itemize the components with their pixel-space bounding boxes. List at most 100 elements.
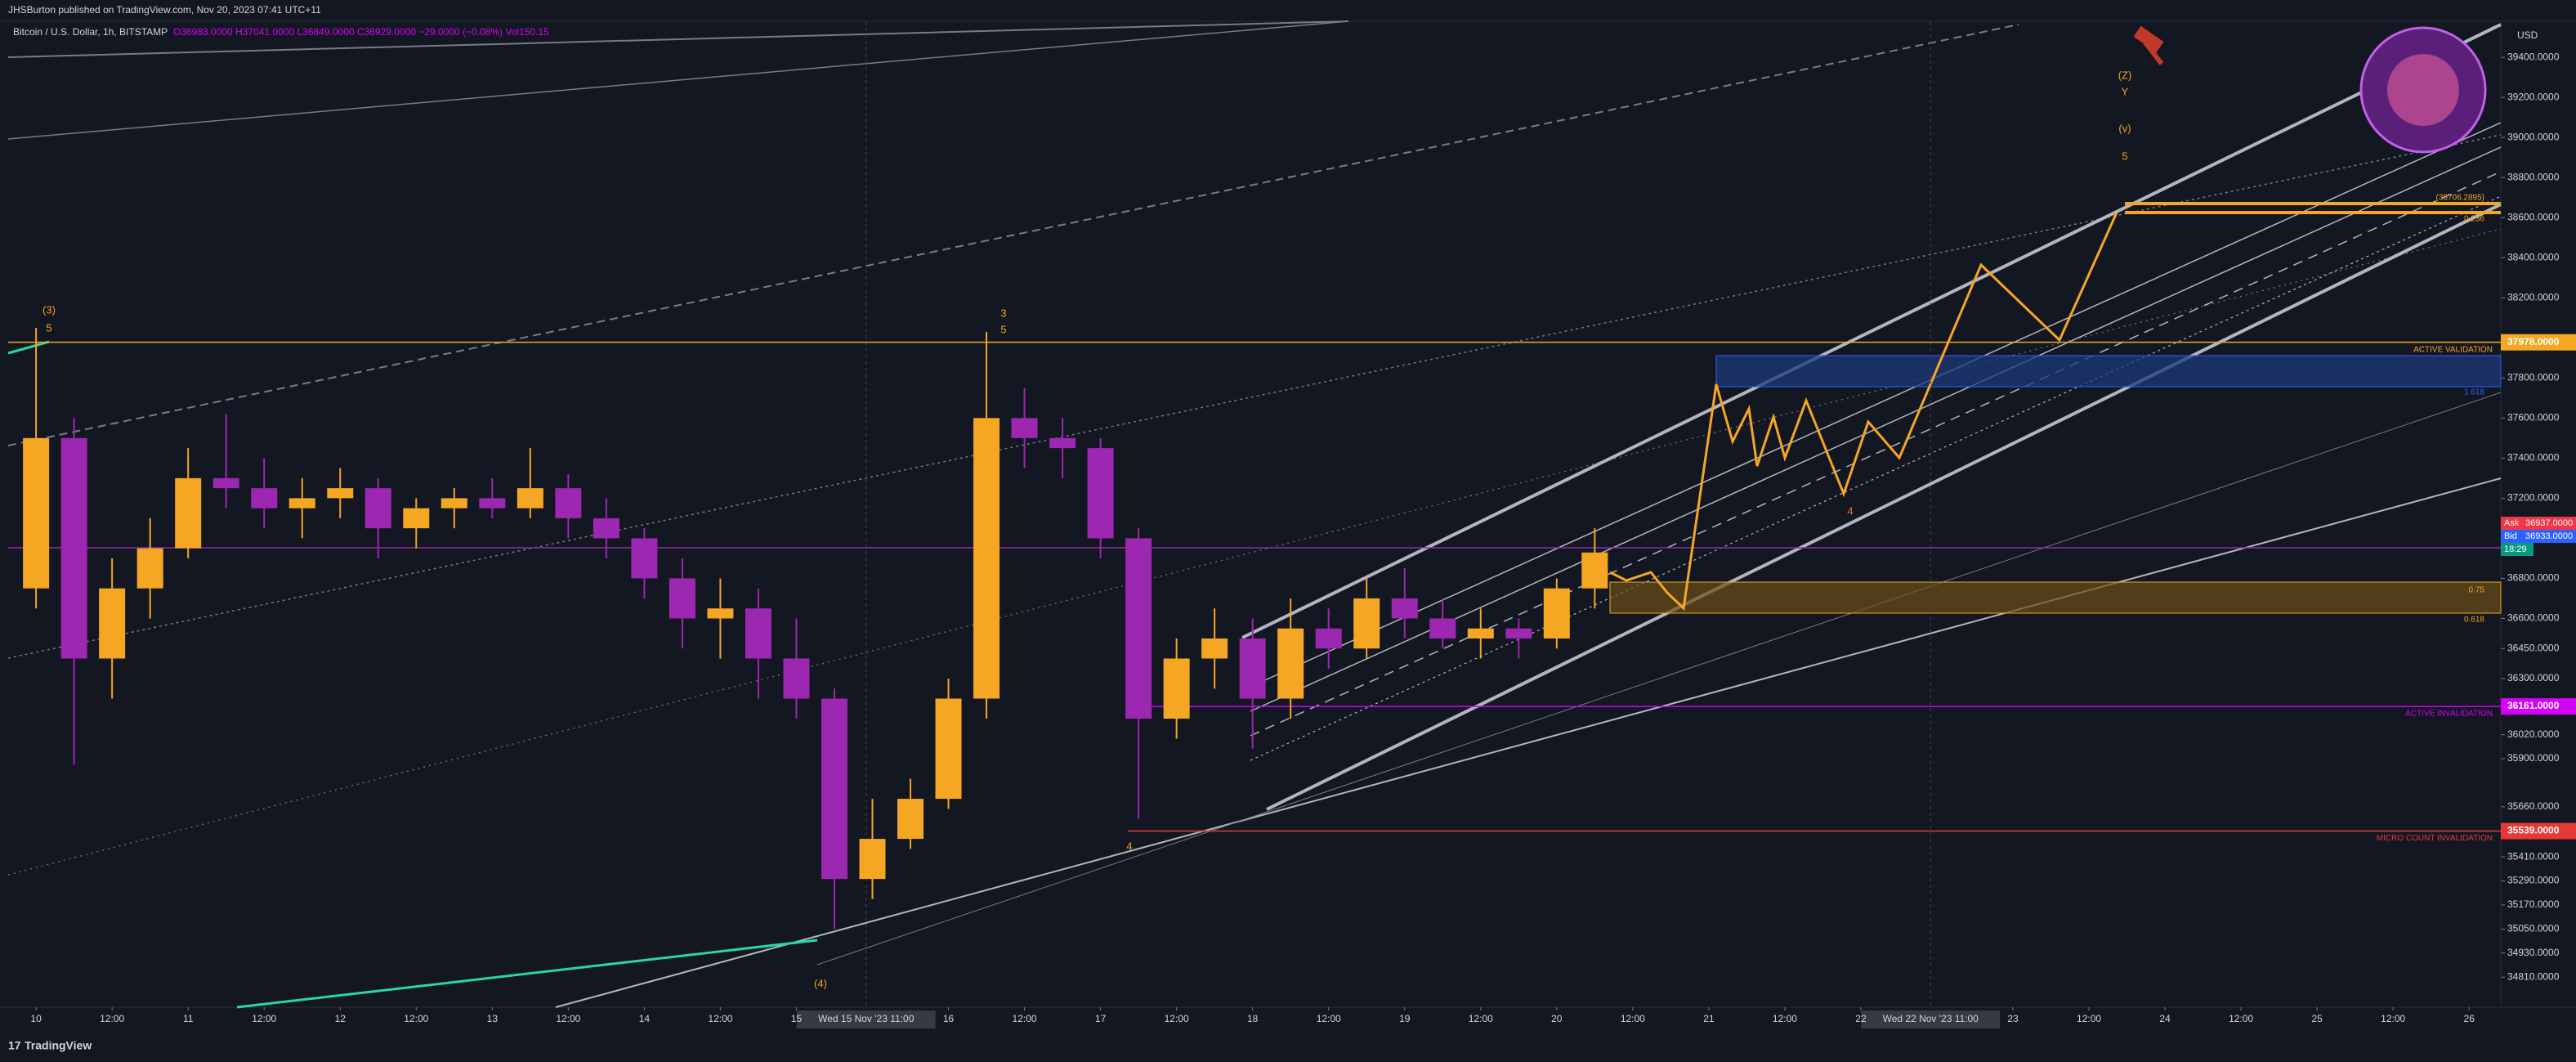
y-tick-label: 36300.0000 <box>2507 672 2560 683</box>
price-tag-label: 37978.0000 <box>2507 336 2560 347</box>
candle-body <box>1239 638 1266 699</box>
currency: USD <box>2517 29 2538 41</box>
candle-body <box>555 488 582 518</box>
x-tick-label: 26 <box>2464 1013 2475 1024</box>
y-tick-label: 37400.0000 <box>2507 452 2560 464</box>
fib-label: 0.618 <box>2464 616 2484 625</box>
fib-label: 1.618 <box>2464 388 2484 397</box>
x-tick-label: 13 <box>487 1013 499 1024</box>
symbol: Bitcoin / U.S. Dollar, 1h, BITSTAMP <box>13 26 168 38</box>
x-tick-label: 12 <box>335 1013 347 1024</box>
price-tag <box>2501 334 2576 351</box>
crosshair-label: Wed 15 Nov '23 11:00 <box>818 1013 915 1024</box>
y-tick-label: 35170.0000 <box>2507 898 2560 910</box>
wave-label: 5 <box>1000 323 1006 335</box>
x-tick-label: 12:00 <box>1317 1013 1341 1024</box>
candle-body <box>631 538 658 579</box>
candle-body <box>935 698 962 800</box>
candle-body <box>669 578 695 619</box>
x-tick-label: 22 <box>1855 1013 1867 1024</box>
countdown-bg <box>2501 543 2534 556</box>
y-tick-label: 37800.0000 <box>2507 371 2560 383</box>
drawings <box>7 20 2502 1009</box>
candle-body <box>1125 538 1152 719</box>
x-tick-label: 12:00 <box>1469 1013 1493 1024</box>
y-tick-label: 35900.0000 <box>2507 752 2560 764</box>
candle-body <box>1581 552 1608 589</box>
y-tick-label: 35660.0000 <box>2507 800 2560 812</box>
crosshair-label-bg <box>796 1010 936 1028</box>
x-tick-label: 12:00 <box>2229 1013 2253 1024</box>
fib-label: 0.236 <box>2464 215 2484 224</box>
wave-label: 4 <box>1847 504 1853 517</box>
level-note: ACTIVE VALIDATION <box>2413 345 2493 354</box>
x-tick-label: 17 <box>1095 1013 1107 1024</box>
candle-body <box>251 488 278 509</box>
publisher: JHSBurton published on TradingView.com, … <box>8 4 321 16</box>
candle-body <box>1391 598 1418 619</box>
x-tick-label: 12:00 <box>404 1013 428 1024</box>
quote-name: Ask <box>2504 518 2520 528</box>
candle-body <box>745 608 771 659</box>
x-tick-label: 12:00 <box>1165 1013 1189 1024</box>
y-tick-label: 36800.0000 <box>2507 572 2560 584</box>
candle-body <box>1049 437 1076 449</box>
x-tick-label: 16 <box>943 1013 955 1024</box>
x-tick-label: 21 <box>1703 1013 1715 1024</box>
candle-body <box>288 498 315 509</box>
candle-body <box>23 437 50 589</box>
wave-label: (v) <box>2118 122 2131 134</box>
wave-label: Y <box>2122 85 2129 97</box>
price-tag <box>2501 698 2576 715</box>
candle-body <box>60 437 87 659</box>
candle-body <box>99 588 126 659</box>
candle-body <box>707 608 734 619</box>
y-tick-label: 35290.0000 <box>2507 875 2560 886</box>
y-tick-label: 34930.0000 <box>2507 947 2560 958</box>
brand: TradingView <box>25 1039 92 1052</box>
candle-body <box>593 518 619 539</box>
x-tick-label: 12:00 <box>2077 1013 2101 1024</box>
x-tick-label: 12:00 <box>1621 1013 1645 1024</box>
x-tick-label: 12:00 <box>556 1013 580 1024</box>
crosshair-label: Wed 22 Nov '23 11:00 <box>1883 1013 1979 1024</box>
x-tick-label: 11 <box>183 1013 194 1024</box>
candle-body <box>403 508 430 529</box>
wave-label: (4) <box>814 977 827 989</box>
wave-label: (3) <box>42 303 56 316</box>
y-tick-label: 38200.0000 <box>2507 291 2560 302</box>
candle-body <box>1505 628 1532 639</box>
x-tick-label: 12:00 <box>100 1013 124 1024</box>
x-tick-label: 12:00 <box>1013 1013 1037 1024</box>
y-tick-label: 38400.0000 <box>2507 251 2560 262</box>
quote-tag <box>2501 530 2576 543</box>
quote-label: 36937.0000 <box>2525 518 2573 528</box>
y-tick-label: 35050.0000 <box>2507 923 2560 934</box>
x-tick-label: 12:00 <box>708 1013 732 1024</box>
level-note: ACTIVE INVALIDATION <box>2405 710 2493 719</box>
y-tick-label: 37200.0000 <box>2507 492 2560 504</box>
price-tag-label: 36161.0000 <box>2507 700 2560 711</box>
candle-body <box>897 799 924 840</box>
x-tick-label: 12:00 <box>1773 1013 1797 1024</box>
wave-label: (Z) <box>2118 69 2132 81</box>
candle-body <box>212 477 239 489</box>
countdown: 18:29 <box>2504 544 2527 554</box>
ohlc: O36983.0000 H37041.0000 L36849.0000 C369… <box>173 26 549 38</box>
candle-body <box>1163 658 1190 719</box>
x-tick-label: 24 <box>2159 1013 2171 1024</box>
candle-body <box>364 488 391 529</box>
x-tick-label: 19 <box>1399 1013 1411 1024</box>
x-tick-label: 23 <box>2007 1013 2019 1024</box>
candle-body <box>1467 628 1494 639</box>
candle-body <box>973 418 1000 699</box>
y-tick-label: 34810.0000 <box>2507 970 2560 982</box>
candle-body <box>821 698 847 880</box>
x-tick-label: 12:00 <box>2381 1013 2405 1024</box>
candle-body <box>1429 618 1456 639</box>
candle-body <box>327 488 354 499</box>
candle-body <box>479 498 506 509</box>
x-tick-label: 10 <box>30 1013 42 1024</box>
